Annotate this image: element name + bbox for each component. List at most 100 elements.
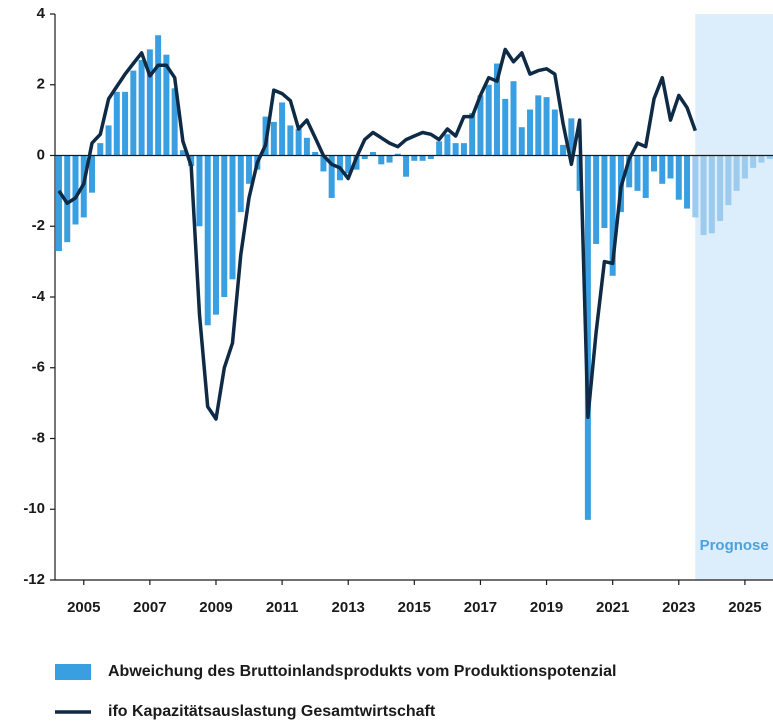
y-tick-label: 4 [37, 5, 46, 22]
bar [72, 155, 79, 225]
bar [684, 155, 691, 209]
bar [370, 151, 377, 156]
bar [320, 155, 327, 172]
bar [89, 155, 96, 193]
y-tick-label: -2 [32, 217, 45, 234]
bar [659, 155, 666, 184]
bar [403, 155, 410, 177]
forecast-label: Prognose [700, 537, 769, 554]
bar [411, 155, 418, 161]
bar [568, 118, 575, 156]
bar [527, 109, 534, 156]
bar [221, 155, 228, 297]
bar [692, 155, 699, 218]
bar [510, 81, 517, 156]
bar [55, 155, 62, 252]
bar [609, 155, 616, 276]
bar [675, 155, 682, 200]
bar [295, 128, 302, 156]
bar [105, 125, 112, 156]
bar [361, 155, 368, 160]
y-tick-label: -4 [32, 288, 46, 305]
y-tick-label: 0 [37, 146, 45, 163]
bar [312, 151, 319, 156]
bar [584, 155, 591, 520]
bar [386, 155, 393, 163]
bar [394, 153, 401, 156]
bar [97, 143, 104, 156]
bar [138, 59, 145, 156]
bar [345, 155, 352, 174]
x-tick-label: 2013 [332, 599, 365, 616]
bar [64, 155, 71, 243]
bar [204, 155, 211, 326]
bar [502, 98, 509, 156]
bar [452, 143, 459, 156]
bar [427, 155, 434, 160]
bar [146, 49, 153, 156]
bar [493, 63, 500, 156]
y-tick-label: 2 [37, 76, 45, 93]
bar [246, 155, 253, 184]
bar [130, 70, 137, 156]
bar [270, 121, 277, 156]
bar [485, 84, 492, 156]
forecast-area [695, 14, 773, 580]
x-tick-label: 2025 [728, 599, 761, 616]
bar [279, 102, 286, 156]
legend-label: Abweichung des Bruttoinlandsprodukts vom… [108, 663, 616, 680]
y-tick-label: -12 [23, 571, 45, 588]
x-tick-label: 2017 [464, 599, 497, 616]
bar [179, 150, 186, 156]
bar [212, 155, 219, 315]
x-tick-label: 2019 [530, 599, 563, 616]
bar [460, 143, 467, 156]
bar [741, 155, 748, 179]
bar [229, 155, 236, 280]
y-tick-label: -6 [32, 359, 45, 376]
bar [469, 113, 476, 156]
bar [634, 155, 641, 191]
bar [535, 95, 542, 156]
bar [626, 155, 633, 188]
bar [650, 155, 657, 172]
bar [717, 155, 724, 221]
bar [642, 155, 649, 198]
bar [700, 155, 707, 236]
x-tick-label: 2015 [398, 599, 431, 616]
bar [287, 125, 294, 156]
bar [560, 144, 567, 156]
bar [419, 155, 426, 161]
bar [444, 134, 451, 156]
bar [758, 155, 765, 163]
y-tick-label: -10 [23, 500, 45, 517]
bar [766, 155, 773, 160]
bar [113, 91, 120, 156]
bar [733, 155, 740, 191]
bar [725, 155, 732, 206]
bar [237, 155, 244, 213]
x-tick-label: 2005 [67, 599, 100, 616]
bar [122, 91, 129, 156]
legend-swatch [55, 664, 91, 680]
bar [163, 54, 170, 156]
bar [477, 95, 484, 156]
legend-label: ifo Kapazitätsauslastung Gesamtwirtschaf… [108, 703, 436, 720]
bar [543, 97, 550, 156]
bar [171, 88, 178, 156]
bar [155, 35, 162, 156]
bar [593, 155, 600, 244]
x-tick-label: 2009 [199, 599, 232, 616]
y-tick-label: -8 [32, 429, 45, 446]
x-tick-label: 2021 [596, 599, 629, 616]
x-tick-label: 2007 [133, 599, 166, 616]
bar [436, 141, 443, 156]
bar [353, 155, 360, 170]
bar [518, 127, 525, 156]
bar [551, 109, 558, 156]
bar [328, 155, 335, 198]
bar [378, 155, 385, 165]
bar [196, 155, 203, 227]
bar [708, 155, 715, 234]
